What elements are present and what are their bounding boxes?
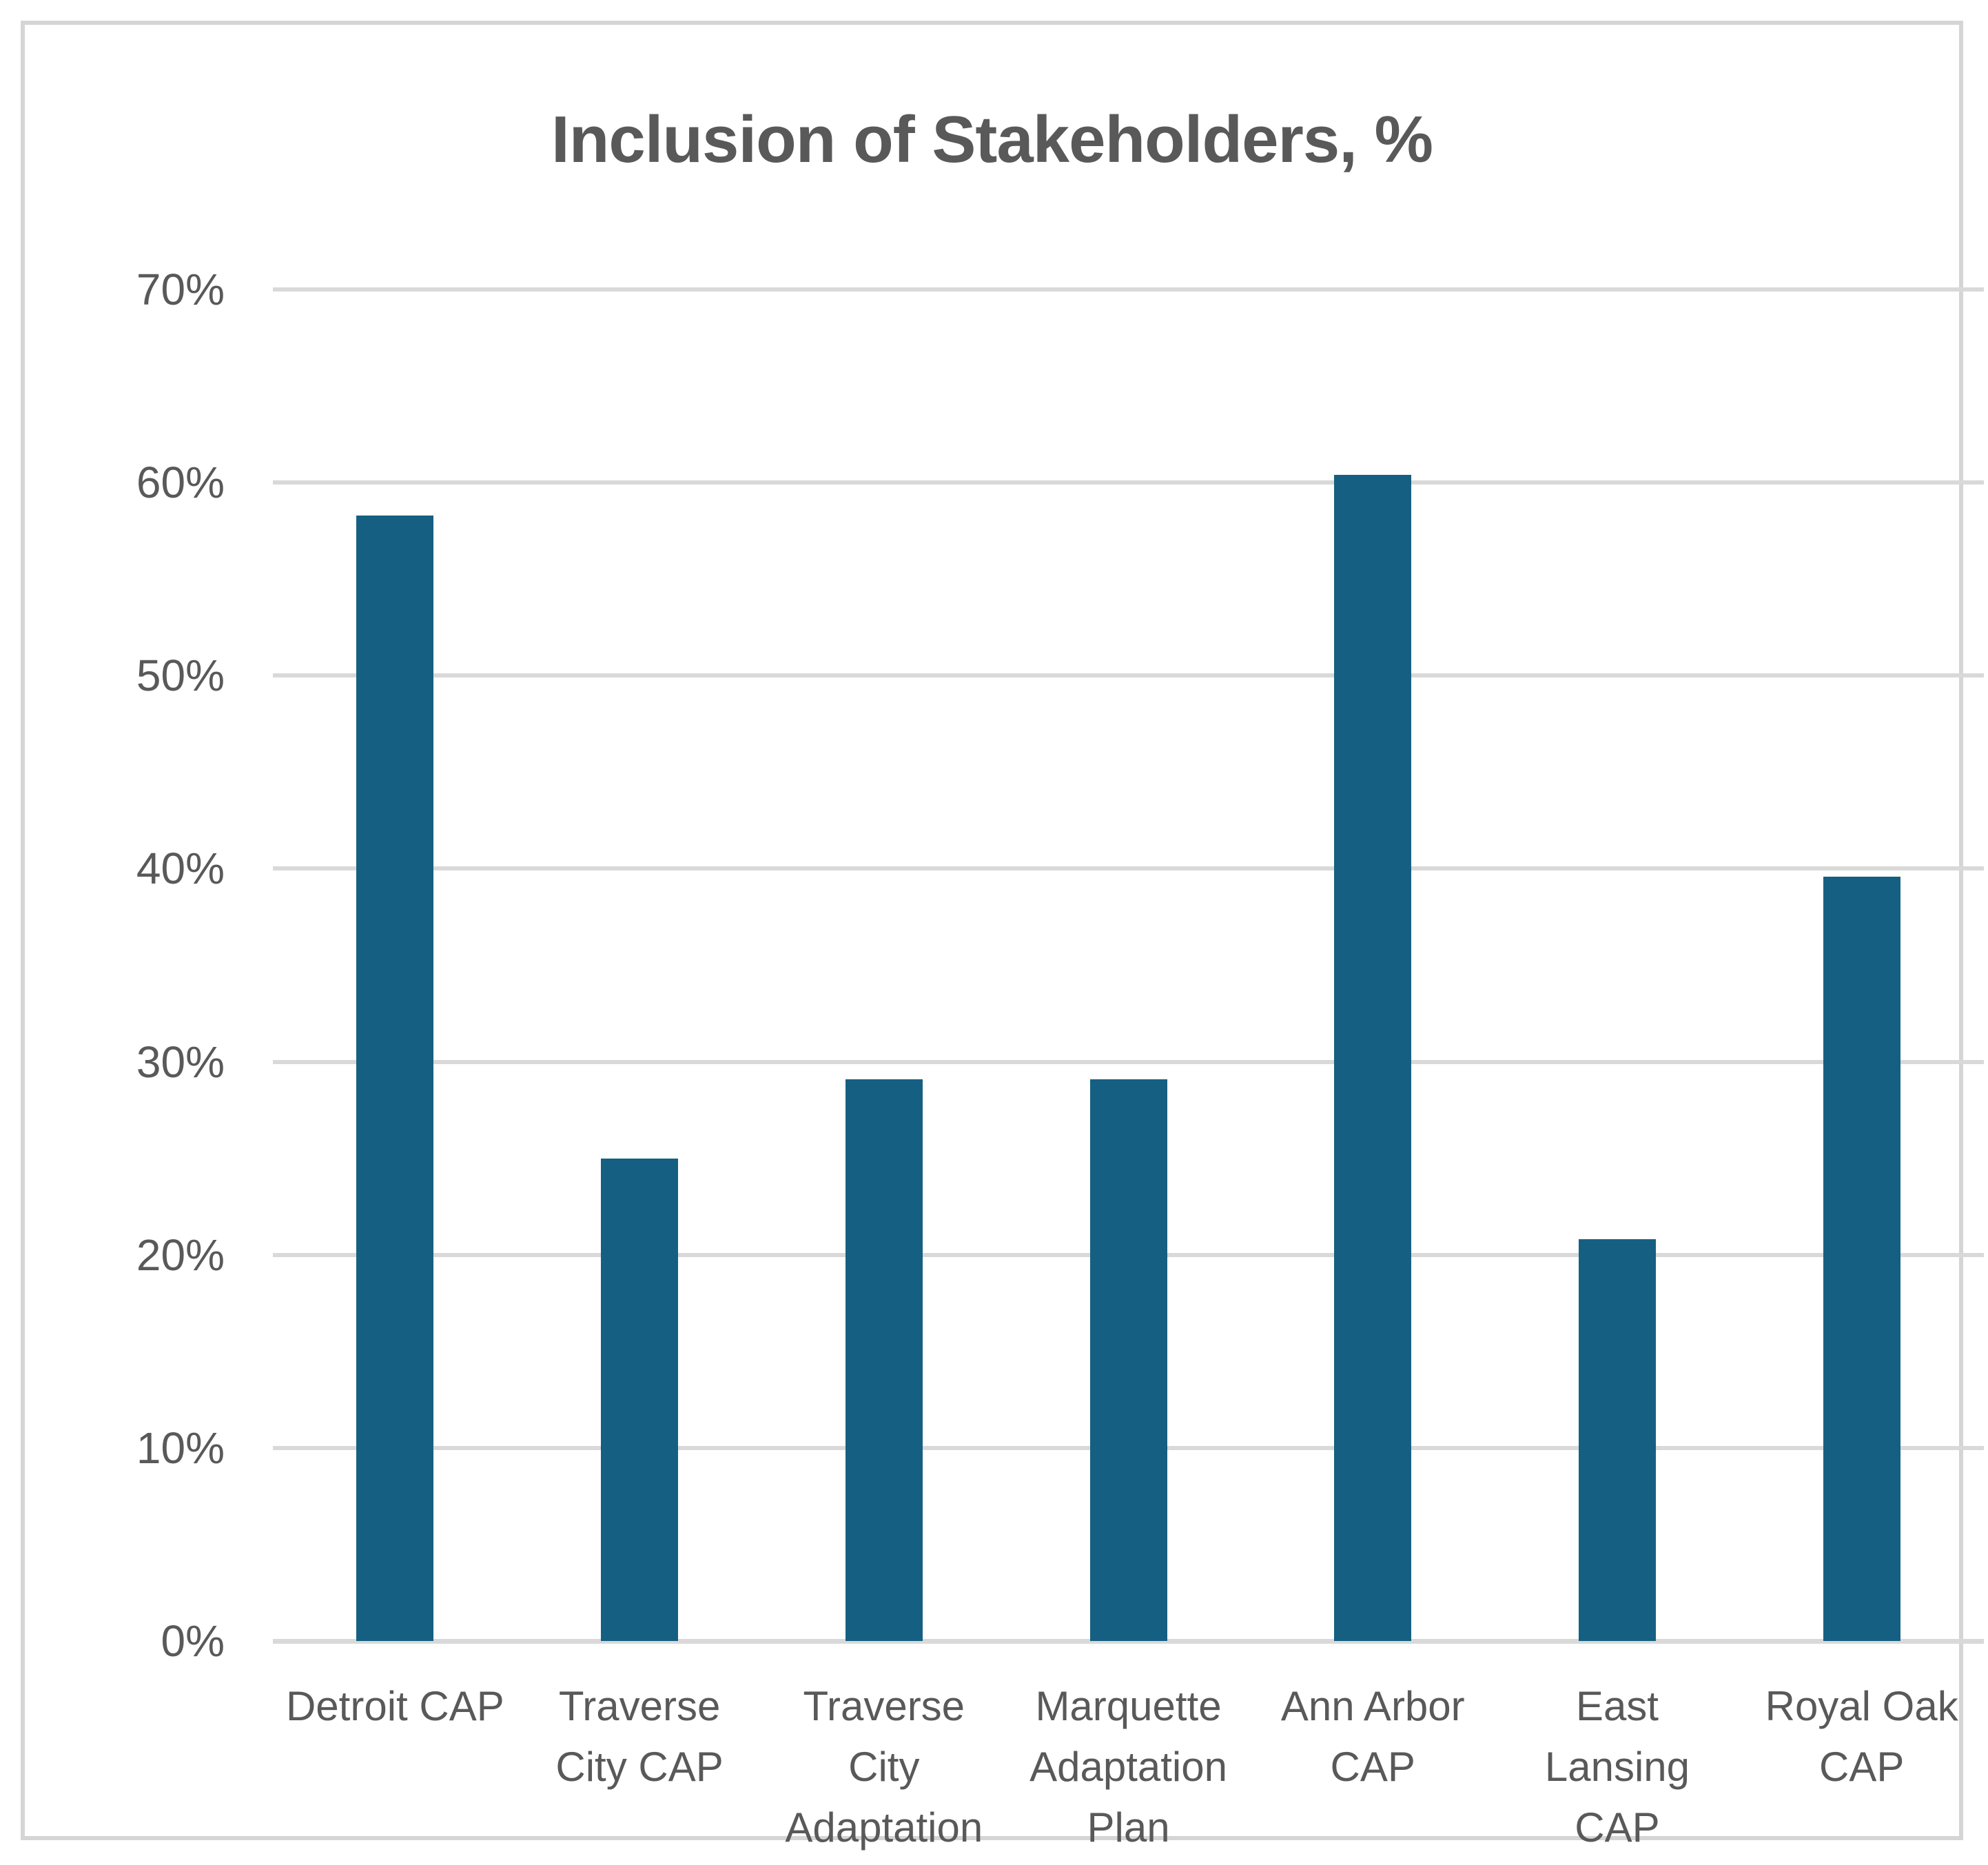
x-label-detroit-cap: Detroit CAP — [285, 1683, 504, 1729]
x-label-marquette-adaptation-plan: Marquette Adaptation Plan — [1029, 1683, 1227, 1851]
bars-container — [273, 289, 1984, 1641]
y-tick-label-30: 30% — [136, 1037, 225, 1087]
gridline-0 — [273, 1639, 1984, 1644]
y-tick-label-60: 60% — [136, 458, 225, 508]
x-label-traverse-city-cap: Traverse City CAP — [555, 1683, 724, 1790]
bar-slot-detroit-cap — [273, 289, 518, 1641]
bar-slot-traverse-city-adaptation — [761, 289, 1006, 1641]
bar-slot-royal-oak-cap — [1739, 289, 1984, 1641]
y-tick-label-10: 10% — [136, 1423, 225, 1473]
bar-detroit-cap — [356, 515, 434, 1641]
gridline-30 — [273, 1059, 1984, 1064]
bar-slot-marquette-adaptation-plan — [1006, 289, 1251, 1641]
bar-slot-ann-arbor-cap — [1251, 289, 1495, 1641]
bar-slot-traverse-city-cap — [518, 289, 762, 1641]
gridline-40 — [273, 866, 1984, 871]
bar-royal-oak-cap — [1823, 876, 1900, 1641]
bar-traverse-city-cap — [601, 1158, 679, 1641]
chart-title: Inclusion of Stakeholders, % — [551, 103, 1433, 176]
y-tick-label-0: 0% — [161, 1616, 225, 1666]
y-tick-label-50: 50% — [136, 651, 225, 701]
chart-frame: Inclusion of Stakeholders, % 70% 60% 50% 40… — [21, 21, 1984, 1851]
bar-traverse-city-adaptation — [845, 1079, 923, 1641]
bar-east-lansing-cap — [1578, 1239, 1656, 1641]
x-label-ann-arbor-cap: Ann Arbor CAP — [1280, 1683, 1465, 1790]
x-label-royal-oak-cap: Royal Oak CAP — [1765, 1683, 1958, 1790]
bar-slot-east-lansing-cap — [1495, 289, 1740, 1641]
gridline-50 — [273, 673, 1984, 678]
x-label-traverse-city-adaptation: Traverse City Adaptation — [785, 1683, 983, 1851]
y-tick-label-40: 40% — [136, 844, 225, 894]
y-tick-label-20: 20% — [136, 1230, 225, 1280]
x-axis-labels: Detroit CAP Traverse City CAP Traverse Cit… — [273, 1676, 1984, 1858]
bar-marquette-adaptation-plan — [1089, 1079, 1167, 1641]
plot-area: 70% 60% 50% 40% 30% 20% 10% 0% — [136, 267, 1984, 1663]
gridline-70 — [273, 287, 1984, 292]
bar-ann-arbor-cap — [1334, 474, 1412, 1641]
gridline-60 — [273, 480, 1984, 485]
y-tick-label-70: 70% — [136, 265, 225, 314]
x-label-east-lansing-cap: East Lansing CAP — [1544, 1683, 1690, 1851]
